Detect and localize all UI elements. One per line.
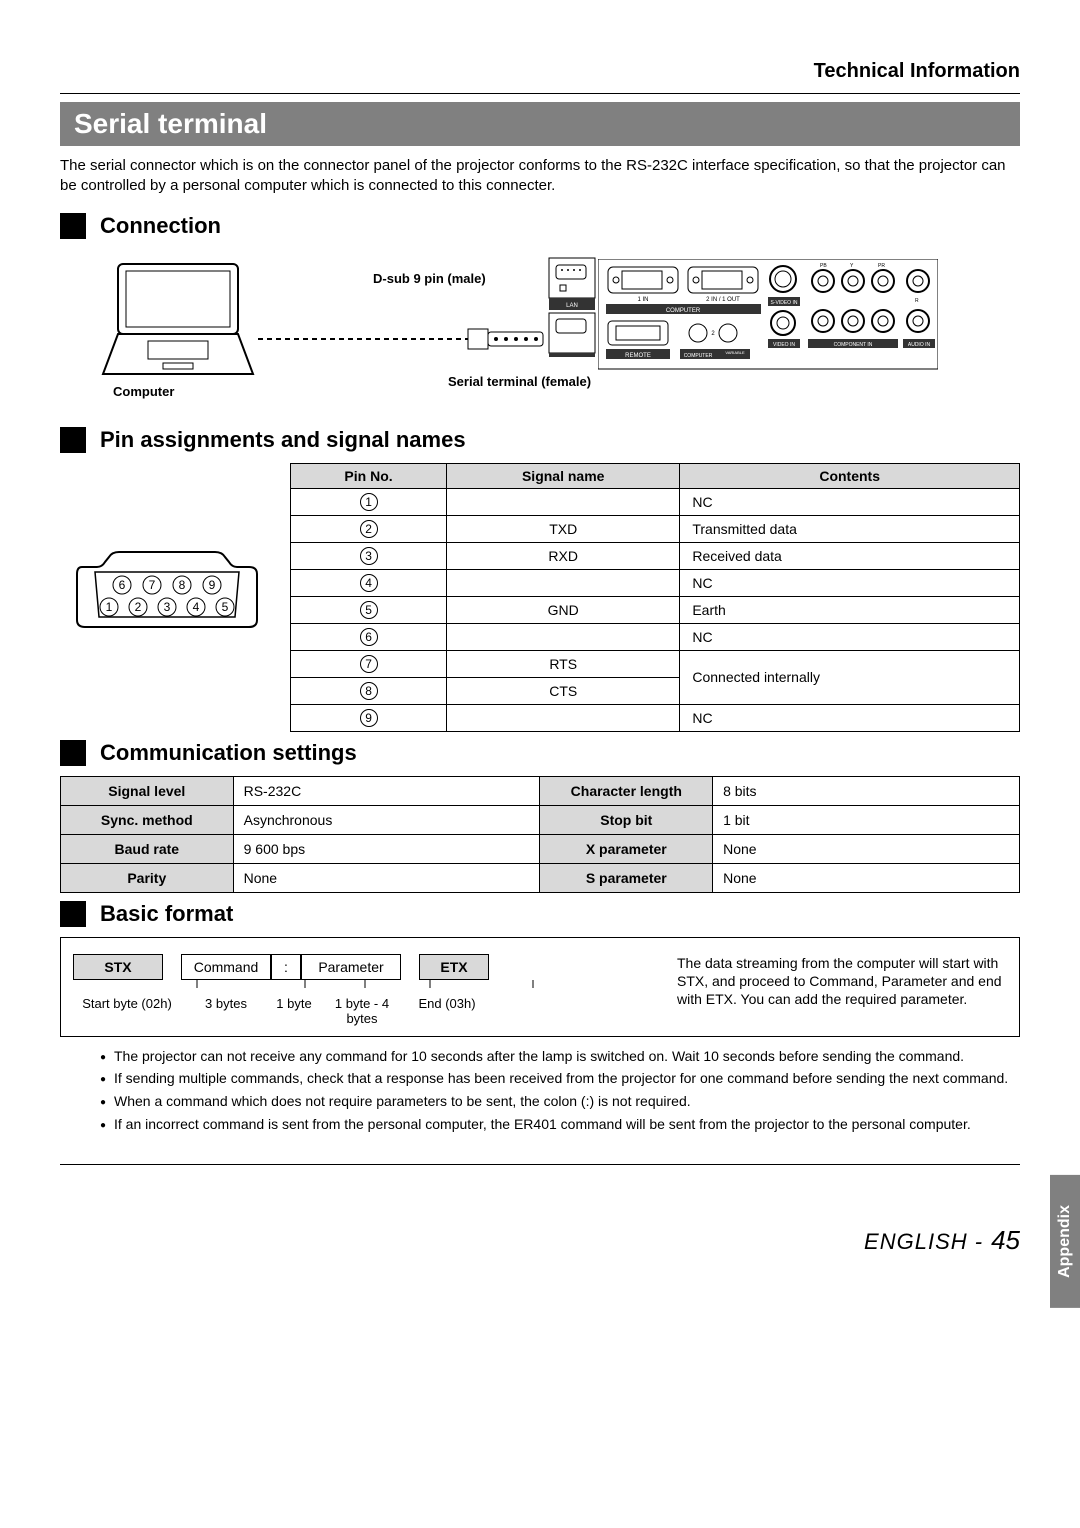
svg-text:PB: PB (820, 263, 827, 269)
subheading-basic: Basic format (60, 901, 1020, 927)
cable-icon (258, 324, 548, 358)
svg-text:VARIABLE: VARIABLE (725, 350, 745, 355)
svg-text:5: 5 (222, 600, 229, 614)
basic-format-note: The data streaming from the computer wil… (677, 954, 1007, 1026)
footer-page: 45 (991, 1225, 1020, 1256)
svg-text:PR: PR (878, 263, 885, 269)
bullet-square (60, 427, 86, 453)
pin-th-no: Pin No. (291, 463, 447, 488)
subheading-comm-label: Communication settings (100, 740, 357, 766)
svg-text:COMPONENT IN: COMPONENT IN (834, 342, 873, 348)
svg-text:3: 3 (164, 600, 171, 614)
svg-text:1: 1 (106, 600, 113, 614)
subheading-comm: Communication settings (60, 740, 1020, 766)
svg-text:1 IN: 1 IN (637, 297, 648, 303)
svg-text:REMOTE: REMOTE (625, 353, 651, 359)
svg-text:2 IN / 1 OUT: 2 IN / 1 OUT (706, 297, 740, 303)
serial-female-label: Serial terminal (female) (448, 374, 591, 389)
dsub-label: D-sub 9 pin (male) (373, 271, 486, 286)
page-footer: ENGLISH - 45 (60, 1225, 1020, 1256)
subheading-pins-label: Pin assignments and signal names (100, 427, 466, 453)
side-tab-appendix: Appendix (1050, 1175, 1080, 1308)
small-connector-panel: LAN SERIAL (548, 257, 596, 361)
svg-text:COMPUTER: COMPUTER (666, 308, 701, 314)
svg-text:7: 7 (149, 578, 156, 592)
intro-text: The serial connector which is on the con… (60, 156, 1020, 197)
computer-label: Computer (113, 384, 174, 399)
notes-list: The projector can not receive any comman… (60, 1047, 1020, 1135)
svg-text:6: 6 (119, 578, 126, 592)
pin-table: Pin No. Signal name Contents 1NC 2TXDTra… (290, 463, 1020, 732)
svg-text:Y: Y (850, 263, 854, 269)
svg-text:2: 2 (135, 600, 142, 614)
svg-text:VIDEO IN: VIDEO IN (773, 342, 795, 348)
svg-text:R: R (915, 298, 919, 304)
svg-text:AUDIO IN: AUDIO IN (689, 358, 707, 363)
svg-text:AUDIO IN: AUDIO IN (908, 342, 931, 348)
svg-text:S-VIDEO IN: S-VIDEO IN (771, 300, 798, 306)
connection-diagram: Computer D-sub 9 pin (male) Serial termi… (78, 249, 1020, 419)
svg-text:LAN: LAN (566, 303, 578, 309)
comm-settings-table: Signal levelRS-232CCharacter length8 bit… (60, 776, 1020, 893)
subheading-connection: Connection (60, 213, 1020, 239)
page-header: Technical Information (60, 60, 1020, 83)
bullet-square (60, 740, 86, 766)
svg-text:2: 2 (711, 331, 715, 337)
pin-diagram: 6 7 8 9 1 2 3 4 5 (62, 463, 272, 732)
subheading-connection-label: Connection (100, 213, 221, 239)
projector-panel: 1 IN 2 IN / 1 OUT COMPUTER REMOTE 2 COMP… (598, 259, 938, 383)
header-rule (60, 93, 1020, 94)
svg-text:4: 4 (193, 600, 200, 614)
laptop-icon (98, 259, 258, 383)
subheading-pins: Pin assignments and signal names (60, 427, 1020, 453)
svg-text:9: 9 (209, 578, 216, 592)
subheading-basic-label: Basic format (100, 901, 233, 927)
footer-lang: ENGLISH - (864, 1229, 983, 1255)
bullet-square (60, 213, 86, 239)
pin-th-sig: Signal name (447, 463, 680, 488)
basic-format-block: STX Command : Parameter ETX Start byte (… (60, 937, 1020, 1037)
footer-rule (60, 1164, 1020, 1165)
pin-th-cont: Contents (680, 463, 1020, 488)
bullet-square (60, 901, 86, 927)
svg-text:8: 8 (179, 578, 186, 592)
section-title: Serial terminal (60, 102, 1020, 146)
